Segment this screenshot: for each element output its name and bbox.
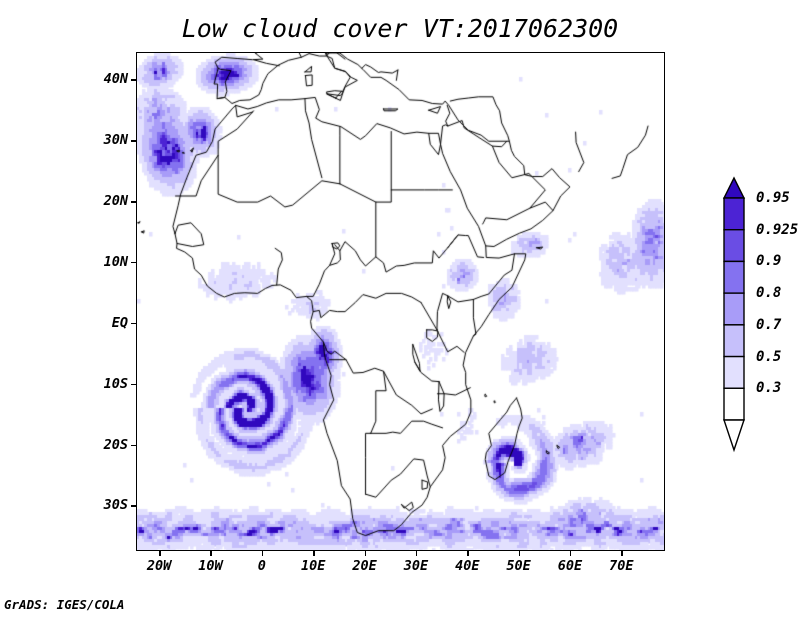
colorbar-swatches [722,176,746,453]
colorbar-segment[interactable] [723,197,745,231]
y-axis-tick-label: 10S [103,375,128,392]
x-axis-tick-label: 10W [198,558,223,574]
y-axis-tick-label: 30S [103,497,128,514]
x-axis-tick-label: 30E [403,558,429,574]
x-axis-tick [569,551,572,556]
colorbar-tick-label: 0.7 [756,316,782,333]
y-axis-tick-label: EQ [111,314,128,331]
colorbar-top-cap [722,176,746,199]
x-axis-tick-label: 10E [300,558,326,574]
x-axis-tick-label: 40E [455,558,480,574]
y-axis-tick [131,444,136,446]
x-axis-tick [415,551,418,556]
colorbar-segment[interactable] [723,387,745,421]
y-axis-tick-label: 20S [103,436,128,453]
x-axis-tick [364,551,367,556]
y-axis-tick [131,201,136,203]
y-axis-tick-label: 40N [103,71,128,88]
colorbar-tick-label: 0.5 [756,348,782,365]
x-axis-tick-label: 50E [506,558,531,574]
grads-credit: GrADS: IGES/COLA [4,597,125,612]
colorbar-tick-label: 0.8 [756,285,782,302]
x-axis-tick [518,551,521,556]
page-title: Low cloud cover VT:2017062300 [181,14,619,43]
x-axis-tick-label: 60E [557,558,583,574]
colorbar-tick-label: 0.925 [756,221,799,238]
colorbar-tick-label: 0.95 [756,190,790,206]
colorbar-tick-label: 0.9 [756,253,782,270]
x-axis-tick-label: 20W [146,558,172,574]
y-axis-tick-label: 20N [103,193,128,210]
y-axis-tick-label: 30N [103,132,128,149]
cloud-cover-raster [137,53,664,550]
y-axis-tick [131,383,136,386]
y-axis-tick [131,140,136,142]
colorbar-segment[interactable] [723,229,745,263]
colorbar-tick-label: 0.3 [756,380,782,397]
map-plot-area[interactable] [136,52,665,551]
colorbar-segment[interactable] [723,260,745,294]
colorbar[interactable]: 0.95 0.925 0.9 0.8 0.7 0.5 0.3 [718,176,798,454]
colorbar-bottom-cap [723,419,745,453]
y-axis-tick [131,322,136,325]
x-axis-tick [621,551,623,556]
colorbar-segment[interactable] [723,292,745,326]
x-axis-tick-label: 0 [257,558,266,574]
y-axis-tick [131,261,136,264]
y-axis-tick [131,79,136,81]
x-axis-tick-label: 20E [352,558,377,574]
colorbar-segment[interactable] [723,324,745,358]
y-axis-tick-label: 10N [103,253,128,270]
x-axis-tick [261,551,264,556]
x-axis-tick [159,551,161,556]
y-axis-tick [131,505,136,507]
colorbar-segment[interactable] [723,355,745,389]
x-axis-tick [467,551,469,556]
x-axis-tick [313,551,315,556]
x-axis-tick-label: 70E [609,558,634,574]
x-axis-tick [210,551,212,556]
